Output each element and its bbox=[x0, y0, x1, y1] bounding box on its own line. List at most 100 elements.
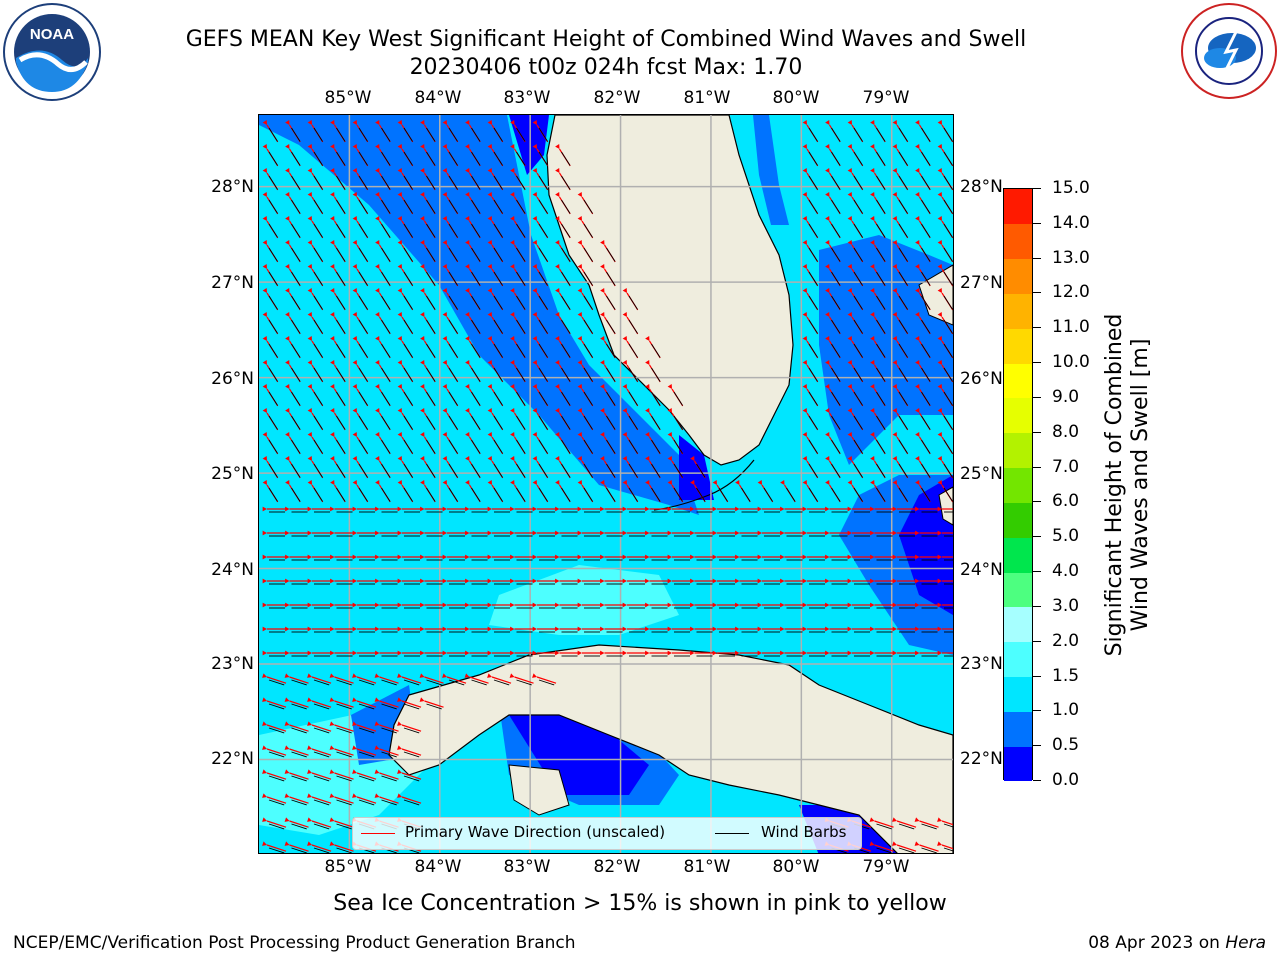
wave-direction-arrowhead bbox=[870, 264, 875, 269]
wave-direction-arrowhead bbox=[510, 602, 515, 608]
wind-barb bbox=[336, 247, 346, 262]
wind-barb bbox=[471, 223, 481, 238]
wind-barb bbox=[313, 223, 323, 238]
wave-direction-arrowhead bbox=[712, 506, 717, 512]
wave-direction-arrow bbox=[266, 676, 287, 684]
colorbar-tick-label: 2.0 bbox=[1052, 630, 1080, 651]
wave-direction-arrowhead bbox=[645, 530, 650, 536]
wave-direction-arrowhead bbox=[735, 530, 740, 536]
wave-direction-arrow bbox=[401, 772, 422, 780]
wind-barb bbox=[583, 223, 593, 238]
wave-direction-arrowhead bbox=[262, 626, 267, 632]
colorbar-tick-label: 9.0 bbox=[1052, 386, 1080, 407]
wind-barb bbox=[381, 271, 391, 286]
colorbar-label-line2: Wind Waves and Swell [m] bbox=[1128, 338, 1153, 632]
left-lat-label-24n: 24°N bbox=[211, 560, 254, 580]
wave-direction-arrowhead bbox=[510, 144, 515, 149]
wind-barb bbox=[381, 391, 391, 406]
wave-direction-arrowhead bbox=[532, 336, 537, 341]
wave-direction-arrowhead bbox=[937, 168, 942, 173]
wave-direction-arrowhead bbox=[374, 745, 380, 750]
wave-direction-arrowhead bbox=[375, 216, 380, 221]
wave-direction-arrowhead bbox=[577, 360, 582, 365]
colorbar-tick-label: 14.0 bbox=[1052, 212, 1090, 233]
wind-barb bbox=[921, 391, 931, 406]
wave-direction-arrowhead bbox=[442, 216, 447, 221]
wave-direction-arrowhead bbox=[420, 360, 425, 365]
wind-barb bbox=[448, 199, 458, 214]
wind-barb bbox=[268, 295, 278, 310]
wave-direction-arrowhead bbox=[330, 650, 335, 656]
wave-direction-arrowhead bbox=[330, 554, 335, 560]
wave-direction-arrowhead bbox=[667, 602, 672, 608]
wind-barb bbox=[561, 151, 571, 166]
wave-direction-arrowhead bbox=[555, 336, 560, 341]
wind-barb bbox=[853, 247, 863, 262]
wave-direction-arrowhead bbox=[510, 626, 515, 632]
wind-barb bbox=[628, 295, 638, 310]
wind-barb bbox=[448, 295, 458, 310]
wave-direction-arrowhead bbox=[352, 192, 357, 197]
wave-direction-arrowhead bbox=[465, 554, 470, 560]
wave-direction-arrowhead bbox=[914, 841, 920, 846]
wave-direction-arrowhead bbox=[892, 168, 897, 173]
wind-barb bbox=[313, 127, 323, 142]
wave-direction-arrowhead bbox=[532, 650, 537, 656]
wave-direction-arrowhead bbox=[285, 506, 290, 512]
wave-direction-arrowhead bbox=[262, 578, 267, 584]
wind-barb bbox=[403, 343, 413, 358]
wave-direction-arrowhead bbox=[532, 384, 537, 389]
wind-barb bbox=[628, 319, 638, 334]
wave-direction-arrowhead bbox=[555, 144, 560, 149]
wave-direction-arrowhead bbox=[667, 384, 672, 389]
wind-barb bbox=[583, 271, 593, 286]
wave-direction-arrow bbox=[469, 676, 489, 684]
colorbar-segment bbox=[1004, 641, 1032, 678]
wave-direction-arrowhead bbox=[262, 817, 267, 822]
wind-barb bbox=[471, 151, 481, 166]
wave-direction-arrowhead bbox=[847, 240, 852, 245]
wind-barb bbox=[403, 727, 420, 734]
wind-barb bbox=[358, 751, 375, 758]
wind-barb bbox=[876, 223, 886, 238]
wave-direction-arrowhead bbox=[555, 456, 560, 461]
wind-barb bbox=[831, 295, 841, 310]
wind-barb bbox=[381, 223, 391, 238]
wave-direction-arrowhead bbox=[645, 360, 650, 365]
wave-direction-arrowhead bbox=[937, 578, 942, 584]
wave-direction-arrowhead bbox=[284, 697, 290, 702]
wave-direction-arrowhead bbox=[915, 312, 920, 317]
wind-barb bbox=[336, 367, 346, 382]
wave-direction-arrowhead bbox=[915, 456, 920, 461]
right-lat-label-25n: 25°N bbox=[960, 464, 1003, 484]
wave-direction-arrowhead bbox=[532, 673, 537, 678]
wave-direction-arrowhead bbox=[915, 288, 920, 293]
wind-barb bbox=[921, 271, 931, 286]
wave-direction-arrowhead bbox=[870, 626, 875, 632]
wave-direction-arrow bbox=[356, 796, 377, 804]
wave-direction-arrowhead bbox=[870, 456, 875, 461]
wave-direction-arrow bbox=[266, 724, 287, 732]
wave-direction-arrowhead bbox=[847, 530, 852, 536]
wave-direction-arrowhead bbox=[285, 530, 290, 536]
wave-direction-arrowhead bbox=[262, 506, 267, 512]
wave-direction-arrowhead bbox=[555, 480, 560, 485]
wave-direction-arrowhead bbox=[307, 506, 312, 512]
colorbar-tick-mark bbox=[1033, 710, 1041, 712]
wave-direction-arrowhead bbox=[375, 480, 380, 485]
wind-barb bbox=[651, 415, 661, 430]
wind-barb bbox=[831, 127, 841, 142]
colorbar-tick-label: 11.0 bbox=[1052, 317, 1090, 338]
wind-barb bbox=[898, 847, 915, 853]
colorbar-label-line1: Significant Height of Combined bbox=[1102, 313, 1127, 657]
map-panel[interactable]: Primary Wave Direction (unscaled) Wind B… bbox=[258, 114, 954, 854]
wind-barb bbox=[831, 391, 841, 406]
wind-barb bbox=[448, 247, 458, 262]
wave-direction-arrowhead bbox=[420, 240, 425, 245]
wind-barb bbox=[313, 247, 323, 262]
wind-barb bbox=[291, 223, 301, 238]
wind-barb bbox=[516, 319, 526, 334]
wind-barb bbox=[268, 679, 285, 686]
wind-barb bbox=[291, 127, 301, 142]
wind-barb bbox=[583, 439, 593, 454]
